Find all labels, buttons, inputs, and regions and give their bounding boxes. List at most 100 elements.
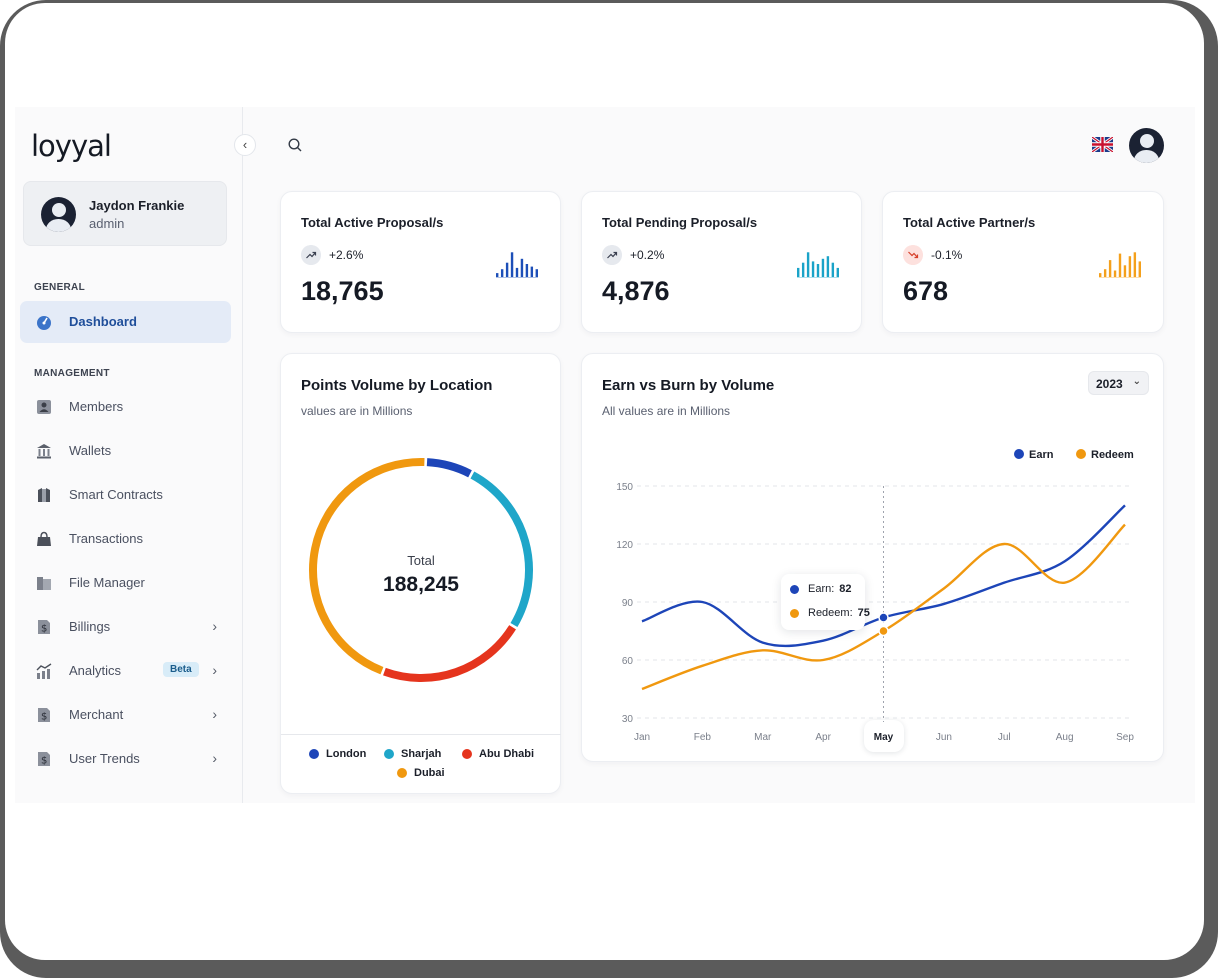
chart-tooltip: Earn: 82 Redeem: 75	[781, 574, 870, 630]
stat-title: Total Pending Proposal/s	[602, 215, 758, 230]
user-avatar	[41, 197, 76, 232]
account-avatar[interactable]	[1129, 128, 1164, 163]
sparkline-bar	[811, 261, 815, 277]
legend-label: Dubai	[414, 767, 445, 779]
uk-flag-icon[interactable]	[1092, 137, 1113, 152]
legend-dot	[462, 749, 472, 759]
brand-logo[interactable]: loyyal	[31, 129, 112, 163]
svg-text:$: $	[41, 756, 47, 767]
sparkline-bar	[1128, 256, 1132, 277]
members-icon	[37, 400, 51, 414]
sidebar-item-user-trends[interactable]: $ User Trends ›	[20, 738, 231, 780]
sparkline-bar	[831, 262, 835, 277]
dollar-file-icon: $	[38, 708, 50, 723]
chevron-right-icon: ›	[212, 662, 217, 678]
sidebar-item-label: Smart Contracts	[69, 487, 163, 502]
sidebar-item-label: User Trends	[69, 751, 140, 766]
sparkline-bar	[515, 267, 519, 277]
y-tick-label: 150	[616, 482, 633, 493]
donut-segment-dubai[interactable]	[309, 458, 425, 675]
sparkline-bar	[1108, 260, 1112, 277]
sparkline-bar	[806, 252, 810, 277]
y-tick-label: 60	[622, 656, 634, 667]
legend-label-redeem[interactable]: Redeem	[1091, 449, 1134, 461]
trend-percent: +0.2%	[630, 248, 665, 262]
sparkline-bar	[525, 264, 529, 277]
legend-item-london[interactable]: London	[309, 748, 366, 760]
legend-label: London	[326, 748, 367, 760]
stat-card-pending-proposals: Total Pending Proposal/s +0.2% 4,876	[581, 191, 862, 333]
stat-title: Total Active Proposal/s	[301, 215, 444, 230]
month-highlight-pill	[864, 720, 904, 752]
sparkline-bar	[535, 269, 538, 277]
legend-label-earn[interactable]: Earn	[1029, 449, 1054, 461]
sparkline-bar	[801, 262, 805, 277]
sparkline-bar	[816, 264, 820, 277]
x-tick-label: Aug	[1056, 732, 1074, 743]
legend-label: Abu Dhabi	[479, 748, 534, 760]
stat-card-active-partners: Total Active Partner/s -0.1% 678	[882, 191, 1164, 333]
trend-percent: +2.6%	[329, 248, 364, 262]
line-chart: 30 60 90 120 150 Jan Feb Mar Apr May Jun Jul Aug Sep E…	[616, 449, 1134, 743]
section-label-general: GENERAL	[34, 282, 85, 293]
stat-value: 18,765	[301, 276, 384, 306]
sparkline-bar	[510, 252, 514, 277]
chart-title: Earn vs Burn by Volume	[602, 377, 775, 394]
collapse-sidebar-button[interactable]: ‹	[234, 134, 256, 156]
y-tick-label: 30	[622, 714, 634, 725]
chevron-right-icon: ›	[212, 706, 217, 722]
x-tick-label: Apr	[815, 732, 831, 743]
sidebar-item-file-manager[interactable]: File Manager	[20, 562, 231, 604]
legend-dot	[1076, 449, 1086, 459]
legend-item-dubai[interactable]: Dubai	[397, 767, 445, 779]
sparkline-bar	[1118, 253, 1122, 277]
donut-segment-london[interactable]	[426, 458, 472, 478]
dashboard-gauge-icon	[37, 316, 51, 330]
sidebar-item-merchant[interactable]: $ Merchant ›	[20, 694, 231, 736]
sparkline-bar	[836, 267, 839, 277]
user-profile-card[interactable]: Jaydon Frankie admin	[23, 181, 227, 246]
sidebar-item-wallets[interactable]: Wallets	[20, 430, 231, 472]
tooltip-dot	[790, 584, 799, 594]
sidebar-item-smart-contracts[interactable]: Smart Contracts	[20, 474, 231, 516]
x-tick-label: May	[874, 732, 894, 743]
analytics-chart-icon	[36, 663, 52, 679]
sparkline-bar	[500, 269, 504, 277]
sidebar-item-label: Dashboard	[69, 314, 137, 329]
sidebar-item-billings[interactable]: $ Billings ›	[20, 606, 231, 648]
trend-up-icon	[602, 245, 622, 265]
legend-dot	[384, 749, 394, 759]
sidebar-item-analytics[interactable]: Analytics Beta ›	[20, 650, 231, 692]
sidebar: loyyal Jaydon Frankie admin GENERAL Dash…	[15, 107, 243, 803]
legend-label: Sharjah	[401, 748, 442, 760]
screen: loyyal Jaydon Frankie admin GENERAL Dash…	[5, 3, 1204, 960]
sparkline-bar	[1123, 265, 1127, 277]
highlight-point-redeem[interactable]	[878, 625, 889, 637]
sparkline-bar	[1133, 252, 1137, 277]
sidebar-item-label: Merchant	[69, 707, 124, 722]
donut-segment-abu-dhabi[interactable]	[383, 625, 516, 682]
year-select-value: 2023	[1096, 377, 1123, 391]
app-window: loyyal Jaydon Frankie admin GENERAL Dash…	[15, 107, 1195, 803]
sparkline-baseline	[1099, 277, 1141, 278]
sidebar-item-label: File Manager	[69, 575, 145, 590]
x-tick-label: Feb	[694, 732, 712, 743]
x-tick-label: Sep	[1116, 732, 1134, 743]
year-select[interactable]: 2023 ⌄	[1088, 371, 1149, 395]
legend-item-sharjah[interactable]: Sharjah	[384, 748, 441, 760]
sidebar-item-members[interactable]: Members	[20, 386, 231, 428]
legend-item-abu-dhabi[interactable]: Abu Dhabi	[462, 748, 534, 760]
chevron-down-icon: ⌄	[1132, 376, 1141, 387]
highlight-point-earn[interactable]	[878, 612, 889, 623]
sidebar-item-transactions[interactable]: Transactions	[20, 518, 231, 560]
trend-up-icon	[301, 245, 321, 265]
donut-segment-sharjah[interactable]	[470, 471, 533, 628]
bank-icon	[37, 444, 51, 459]
sidebar-item-dashboard[interactable]: Dashboard	[20, 301, 231, 343]
search-icon[interactable]	[287, 137, 303, 153]
chart-subtitle: All values are in Millions	[602, 404, 731, 418]
sparkline-baseline	[797, 277, 839, 278]
stat-card-active-proposals: Total Active Proposal/s +2.6% 18,765	[280, 191, 561, 333]
earn-vs-burn-card: Earn vs Burn by Volume All values are in…	[581, 353, 1164, 762]
legend-dot	[397, 768, 407, 778]
